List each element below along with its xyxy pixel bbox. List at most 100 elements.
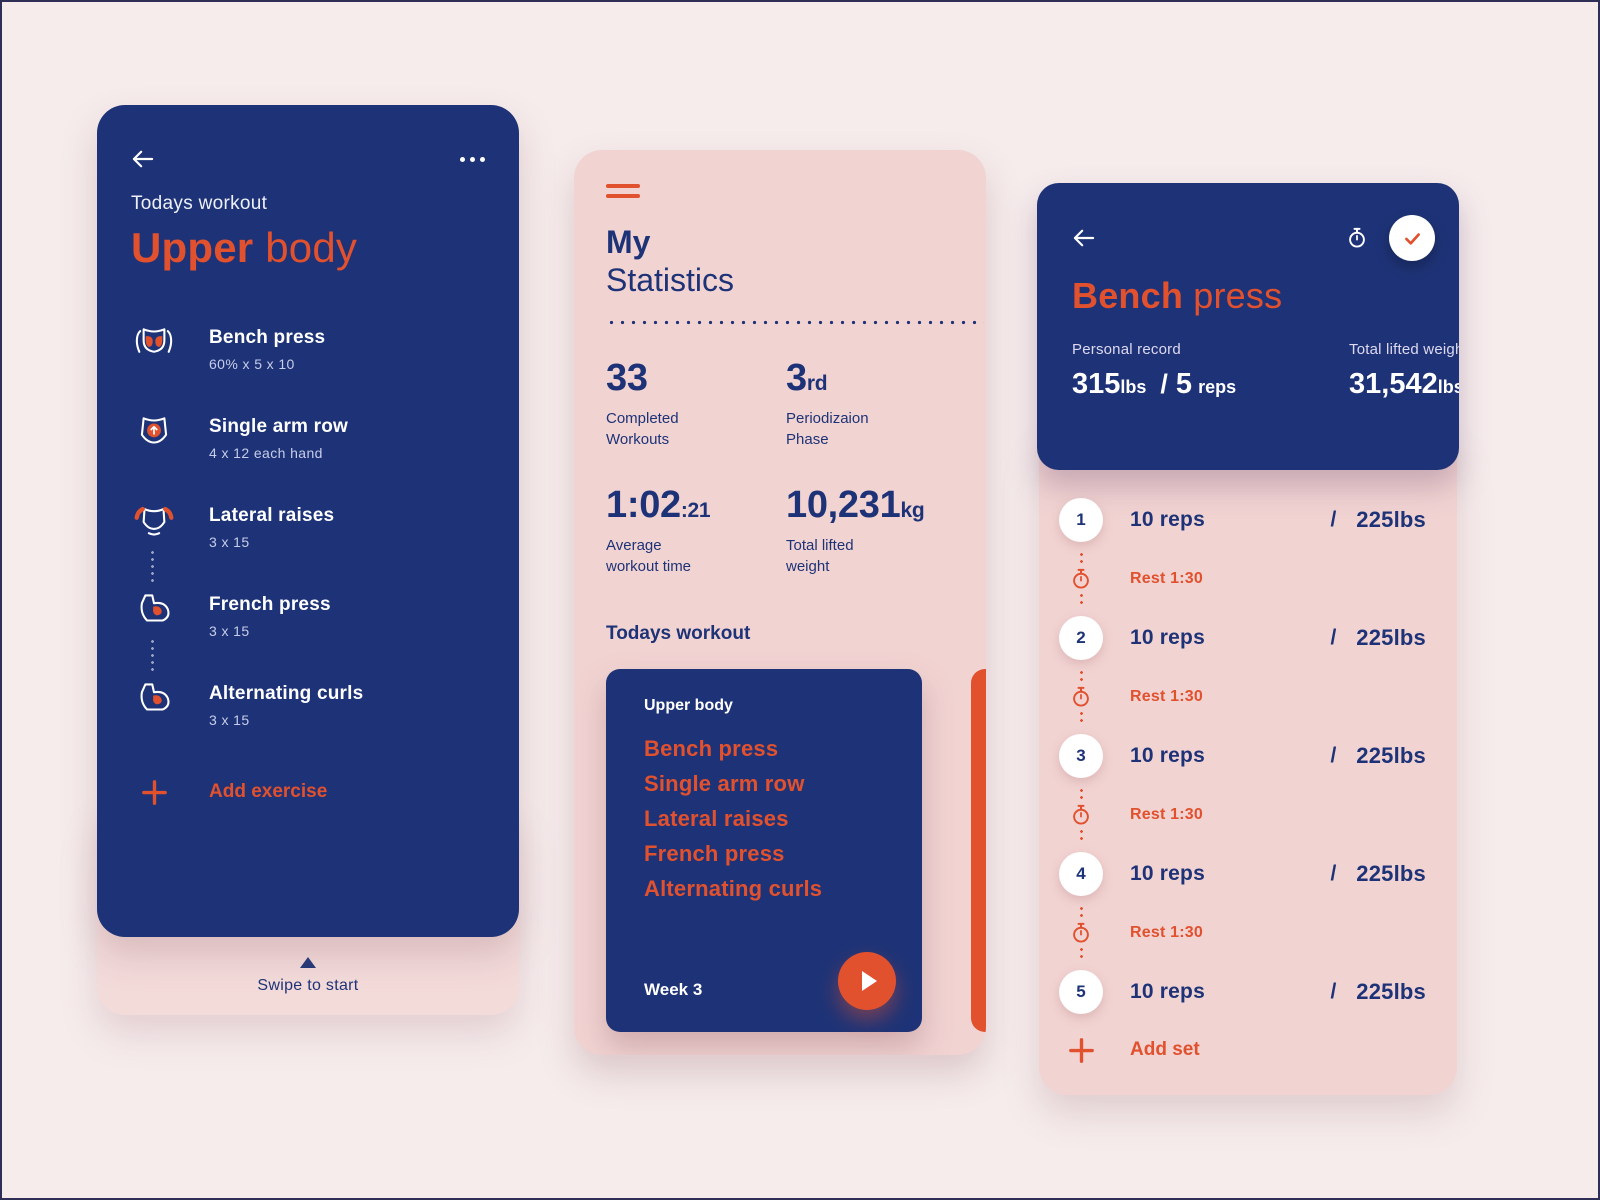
plus-icon (1068, 1037, 1094, 1063)
sets-panel-background (1039, 433, 1457, 1095)
rest-row: Rest 1:30 (1059, 778, 1426, 852)
total-lifted-label: Total lifted weight (1349, 341, 1459, 358)
card-exercise: Lateral raises (644, 805, 789, 831)
set-slash: / (1330, 980, 1337, 1003)
exercise-name: Lateral raises (209, 505, 335, 527)
todays-workout-card[interactable]: Upper body Bench press Single arm row Late… (606, 668, 922, 1032)
set-reps: 10 reps (1130, 508, 1205, 531)
screen-header (131, 147, 485, 171)
exercise-detail: 3 x 15 (209, 712, 250, 729)
stopwatch-button[interactable] (1347, 227, 1367, 249)
stat-label: Total lifted weight (786, 536, 854, 575)
card-exercise-list: Bench press Single arm row Lateral raises F… (644, 731, 922, 906)
exercise-row[interactable]: Lateral raises 3 x 15 (131, 503, 485, 592)
rest-row: Rest 1:30 (1059, 542, 1426, 616)
chest-muscles-icon (135, 328, 173, 354)
sets-section: 1 10 reps / 225lbs (1059, 498, 1426, 1072)
back-button[interactable] (1072, 228, 1096, 248)
rest-label: Rest 1:30 (1130, 688, 1203, 705)
rest-timer-icon (1071, 922, 1091, 944)
set-row[interactable]: 5 10 reps / 225lbs (1059, 970, 1426, 1014)
exercise-detail: 3 x 15 (209, 623, 250, 640)
exercise-row[interactable]: Single arm row 4 x 12 each hand (131, 414, 485, 503)
set-slash: / (1330, 862, 1337, 885)
set-row[interactable]: 2 10 reps / 225lbs (1059, 616, 1426, 660)
stat-label: Periodizaion Phase (786, 409, 869, 448)
workout-list-card: Todays workout Upper body (97, 105, 519, 937)
set-weight: 225lbs (1356, 979, 1426, 1004)
rest-row: Rest 1:30 (1059, 896, 1426, 970)
rest-timer-icon (1071, 568, 1091, 590)
set-reps: 10 reps (1130, 980, 1205, 1003)
back-arrow-icon (132, 150, 154, 168)
stat-value: 10,231kg (786, 483, 925, 526)
dotted-connector (150, 638, 155, 673)
stat-item: 1:02:21 Average workout time (606, 484, 786, 577)
dotted-divider (606, 319, 984, 325)
add-exercise-button[interactable]: Add exercise (131, 772, 485, 812)
exercise-name: French press (209, 594, 331, 616)
card-exercise: Single arm row (644, 770, 805, 796)
workout-title: Upper body (131, 224, 358, 271)
card-exercise: Bench press (644, 735, 779, 761)
check-icon (1404, 232, 1420, 245)
personal-record-label: Personal record (1072, 341, 1181, 358)
dotted-connector (150, 549, 155, 584)
back-button[interactable] (131, 149, 155, 169)
set-weight: 225lbs (1356, 507, 1426, 532)
set-slash: / (1330, 508, 1337, 531)
set-weight: 225lbs (1356, 625, 1426, 650)
dotted-line (1078, 787, 1084, 802)
exercise-detail: 4 x 12 each hand (209, 445, 323, 462)
more-options-button[interactable] (460, 156, 485, 162)
dotted-line (1078, 551, 1084, 566)
personal-record-value: 315lbs/5 reps (1072, 368, 1237, 400)
dotted-line (1078, 828, 1084, 843)
exercise-name: Single arm row (209, 416, 349, 438)
rest-row: Rest 1:30 (1059, 660, 1426, 734)
workout-list-screen: Swipe to start Todays workout Upper body (97, 105, 519, 1015)
arm-muscles-icon (140, 683, 170, 711)
stat-value: 1:02:21 (606, 483, 711, 526)
set-weight: 225lbs (1356, 743, 1426, 768)
card-exercise: Alternating curls (644, 875, 823, 901)
dotted-line (1078, 946, 1084, 961)
exercise-row[interactable]: Bench press 60% x 5 x 10 (131, 325, 485, 414)
back-arrow-icon (1073, 229, 1095, 247)
rest-timer-icon (1071, 804, 1091, 826)
card-exercise: French press (644, 840, 785, 866)
set-number: 4 (1059, 852, 1103, 896)
add-set-button[interactable]: Add set (1059, 1028, 1426, 1072)
set-weight: 225lbs (1356, 861, 1426, 886)
exercise-row[interactable]: French press 3 x 15 (131, 592, 485, 681)
set-row[interactable]: 3 10 reps / 225lbs (1059, 734, 1426, 778)
rest-label: Rest 1:30 (1130, 570, 1203, 587)
set-row[interactable]: 1 10 reps / 225lbs (1059, 498, 1426, 542)
stat-item: 3rd Periodizaion Phase (786, 357, 984, 450)
complete-exercise-button[interactable] (1389, 215, 1435, 261)
exercise-list: Bench press 60% x 5 x 10 (131, 325, 485, 770)
exercise-name: Bench press (209, 327, 326, 349)
stats-grid: 33 Completed Workouts 3rd Periodizaion Pha… (606, 357, 984, 577)
exercise-detail: 60% x 5 x 10 (209, 356, 295, 373)
set-number: 2 (1059, 616, 1103, 660)
exercise-row[interactable]: Alternating curls 3 x 15 (131, 681, 485, 770)
exercise-detail-screen: Bench press Personal record 315lbs/5 reps… (1037, 183, 1459, 1095)
exercise-name: Alternating curls (209, 683, 364, 705)
stat-label: Completed Workouts (606, 409, 679, 448)
set-row[interactable]: 4 10 reps / 225lbs (1059, 852, 1426, 896)
set-reps: 10 reps (1130, 626, 1205, 649)
statistics-screen: My Statistics 33 Completed Workouts 3rd P… (574, 150, 986, 1055)
menu-button[interactable] (606, 184, 640, 198)
rest-timer-icon (1071, 686, 1091, 708)
rest-label: Rest 1:30 (1130, 924, 1203, 941)
set-slash: / (1330, 744, 1337, 767)
stat-item: 33 Completed Workouts (606, 357, 786, 450)
set-number: 5 (1059, 970, 1103, 1014)
set-reps: 10 reps (1130, 744, 1205, 767)
set-number: 3 (1059, 734, 1103, 778)
start-workout-button[interactable] (838, 951, 896, 1010)
stat-label: Average workout time (606, 536, 692, 575)
rest-label: Rest 1:30 (1130, 806, 1203, 823)
